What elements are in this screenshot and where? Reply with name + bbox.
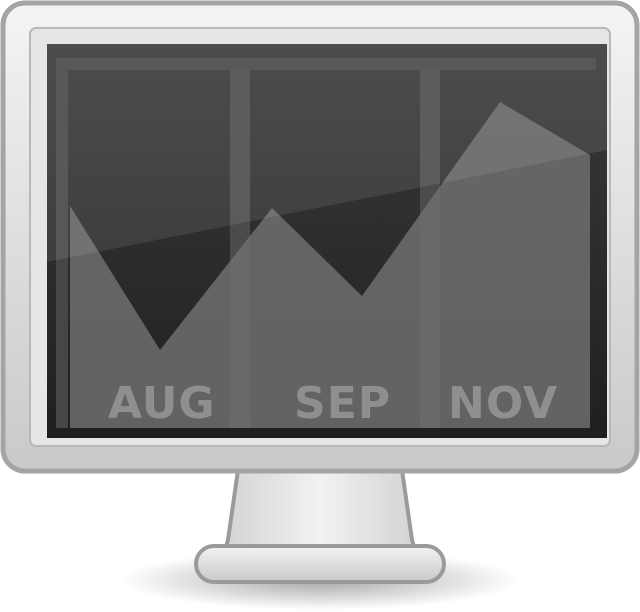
month-label-aug: AUG: [108, 378, 216, 429]
month-label-nov: NOV: [448, 378, 558, 429]
stand-base: [194, 544, 446, 584]
month-label-sep: SEP: [294, 378, 391, 429]
chart-area: [70, 102, 590, 428]
screen-glare: [47, 44, 607, 262]
